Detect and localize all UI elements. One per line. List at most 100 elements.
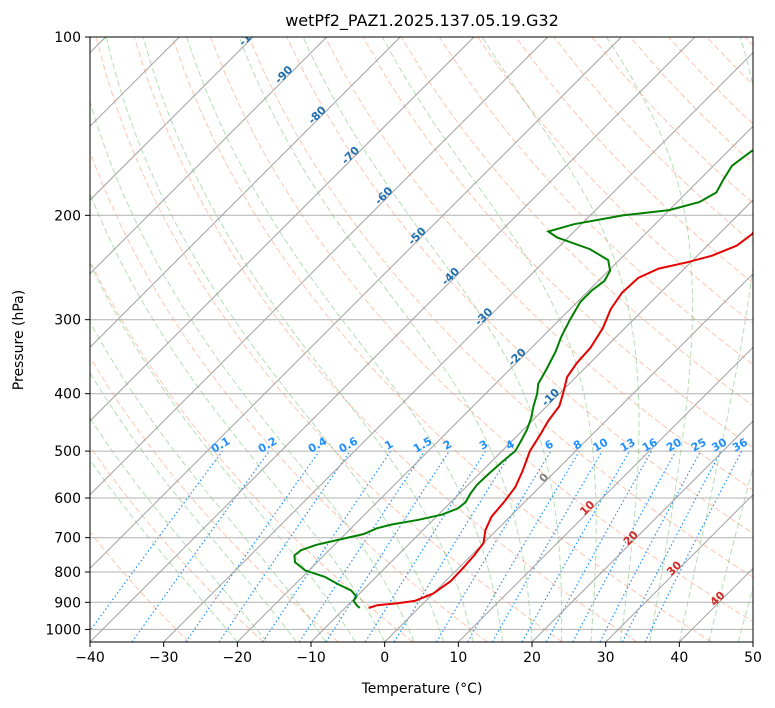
y-tick-label: 800 <box>54 565 81 581</box>
mixing-ratio-line <box>572 450 677 642</box>
mixing-ratio-line <box>262 450 392 642</box>
isotherm-label: -100 <box>236 20 265 49</box>
mixing-ratio-line <box>393 450 513 642</box>
isotherms <box>90 37 753 642</box>
mixing-ratio-label: 2 <box>441 438 454 453</box>
y-tick-label: 400 <box>54 387 81 403</box>
isotherm <box>163 51 753 642</box>
isotherm-label: -50 <box>406 224 429 247</box>
moist-adiabat <box>105 37 445 642</box>
y-tick-label: 1000 <box>45 622 81 638</box>
dry-adiabat <box>90 531 190 642</box>
mixing-ratio-label: 30 <box>709 435 729 454</box>
mixing-ratio-label: 16 <box>640 435 660 454</box>
mixing-ratio-line <box>325 450 450 642</box>
mixing-ratio-label: 25 <box>689 436 709 455</box>
moist-adiabat <box>186 37 503 642</box>
dry-adiabat <box>400 37 753 407</box>
dry-adiabat <box>706 37 753 86</box>
mixing-ratio-label: 0.1 <box>209 435 232 456</box>
mixing-ratio-line <box>131 450 270 642</box>
moist-adiabat <box>90 262 356 642</box>
y-tick-label: 700 <box>54 531 81 547</box>
dry-adiabat <box>90 259 414 642</box>
pressure-gridlines <box>90 37 753 630</box>
moist-adiabat <box>90 459 238 642</box>
x-tick-label: 40 <box>670 650 688 666</box>
isotherm-label: -60 <box>372 184 395 207</box>
mixing-ratio-line <box>218 450 351 642</box>
dry-adiabat <box>668 37 753 125</box>
mixing-ratio-line <box>90 450 223 632</box>
moist-adiabat <box>737 585 753 642</box>
isotherm <box>90 37 475 422</box>
moist-adiabat <box>238 37 533 642</box>
mixing-ratio-line <box>185 450 320 642</box>
dry-adiabat <box>210 37 753 623</box>
moist-adiabat <box>381 37 597 642</box>
mixing-ratio-line <box>521 450 631 642</box>
isotherm-label: 10 <box>577 498 597 518</box>
sounding-profiles <box>293 148 753 609</box>
mixing-ratio-label: 0.6 <box>337 434 361 455</box>
mixing-ratio-label: 13 <box>618 436 638 455</box>
dry-adiabat <box>133 37 638 642</box>
dry-adiabat <box>248 37 753 578</box>
moist-adiabat <box>90 371 297 642</box>
mixing-ratio-label: 1.5 <box>411 435 434 456</box>
mixing-ratio-line <box>435 450 552 642</box>
dry-adiabat <box>171 37 712 642</box>
isotherm <box>236 125 753 642</box>
moist-adiabat <box>302 37 563 642</box>
isotherm-label: -20 <box>506 345 529 368</box>
x-tick-label: 0 <box>380 650 389 666</box>
isotherm-label: 40 <box>708 588 728 608</box>
isotherm <box>605 493 753 642</box>
plot-area: -100-90-80-70-60-50-40-30-20-10010203040… <box>90 20 753 642</box>
isotherm <box>90 37 549 496</box>
x-tick-label: 30 <box>597 650 615 666</box>
y-tick-label: 600 <box>54 491 81 507</box>
mixing-ratio-label: 10 <box>590 435 610 454</box>
y-axis: 100 200 300 400 500 600 700 800 900 1000 <box>45 30 90 638</box>
isotherm-label: -80 <box>306 103 329 126</box>
isotherm <box>90 37 696 642</box>
mixing-ratio-line <box>466 450 580 642</box>
mixing-ratio-line <box>545 450 653 642</box>
isotherm <box>90 37 254 201</box>
mixing-ratio-label: 0.4 <box>306 434 330 455</box>
x-tick-label: −20 <box>223 650 253 666</box>
plot-frame <box>89 36 754 643</box>
dry-adiabat <box>515 37 753 284</box>
isotherm <box>90 37 328 275</box>
dry-adiabat <box>744 37 753 46</box>
mixing-ratio-lines <box>90 450 743 642</box>
moist-adiabat <box>606 37 693 642</box>
isotherm <box>384 272 753 642</box>
y-tick-label: 300 <box>54 313 81 329</box>
isotherm-label: -90 <box>272 63 295 86</box>
isotherm <box>310 199 753 642</box>
isotherm-label: -70 <box>339 144 362 167</box>
mixing-ratio-line <box>644 450 743 642</box>
isotherm <box>752 641 753 642</box>
x-tick-label: 50 <box>744 650 762 666</box>
isotherm <box>90 37 401 349</box>
moist-adiabat <box>481 37 640 642</box>
y-tick-label: 200 <box>54 208 81 224</box>
y-axis-label: Pressure (hPa) <box>11 290 27 390</box>
x-tick-label: 20 <box>523 650 541 666</box>
x-tick-label: −10 <box>296 650 326 666</box>
isotherm <box>457 346 753 642</box>
moist-adiabat <box>90 417 268 642</box>
y-tick-label: 900 <box>54 595 81 611</box>
isotherm <box>531 420 753 642</box>
isotherm <box>90 37 622 570</box>
dry-adiabat <box>90 445 264 642</box>
x-axis: −40 −30 −20 −10 0 10 20 30 40 50 <box>75 642 762 666</box>
moist-adiabat <box>678 37 753 642</box>
y-tick-label: 100 <box>54 30 81 46</box>
x-axis-label: Temperature (°C) <box>361 681 483 697</box>
moist-adiabat <box>142 37 474 642</box>
